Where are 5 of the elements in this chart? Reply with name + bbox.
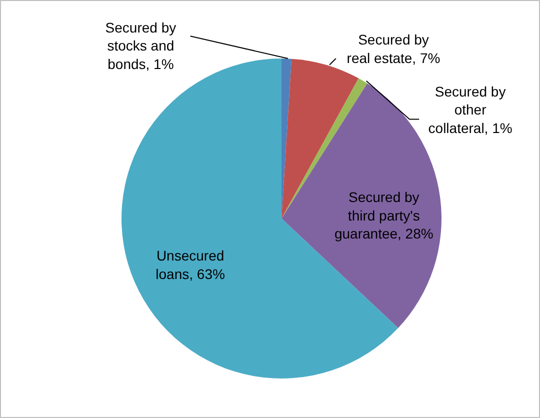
slice-label: Secured by third party's guarantee, 28% <box>334 188 434 242</box>
slice-label: Secured by real estate, 7% <box>346 32 440 66</box>
slice-label: Secured by other collateral, 1% <box>428 83 512 136</box>
slice-label: Secured by stocks and bonds, 1% <box>105 19 176 72</box>
slice-label: Unsecured loans, 63% <box>156 248 225 282</box>
